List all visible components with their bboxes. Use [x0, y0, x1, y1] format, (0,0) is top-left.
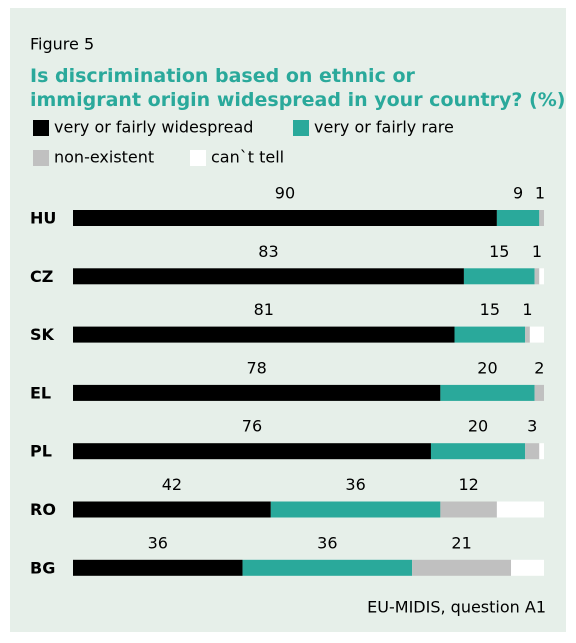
data-label: 81 — [254, 300, 274, 319]
legend-swatch — [293, 120, 309, 136]
bar-segment — [539, 268, 544, 285]
legend-swatch — [33, 150, 49, 166]
data-label: 3 — [527, 417, 537, 436]
bar-segment — [454, 326, 526, 343]
data-label: 42 — [162, 475, 182, 494]
data-label: 1 — [532, 242, 542, 261]
bar-segment — [412, 559, 512, 576]
bar-segment — [440, 501, 497, 518]
data-label: 15 — [480, 300, 500, 319]
data-label: 83 — [258, 242, 278, 261]
bar-segment — [73, 559, 243, 576]
bar-segment — [73, 268, 464, 285]
bar-segment — [539, 443, 544, 460]
bar-segment — [270, 501, 441, 518]
data-label: 78 — [247, 358, 267, 377]
data-label: 1 — [522, 300, 532, 319]
data-label: 1 — [535, 184, 545, 203]
data-label: 90 — [275, 184, 295, 203]
data-label: 20 — [477, 358, 497, 377]
figure-label: Figure 5 — [30, 35, 94, 54]
category-label: BG — [30, 558, 55, 577]
bar-segment — [496, 210, 540, 226]
data-label: 36 — [317, 533, 337, 552]
category-label: SK — [30, 325, 55, 344]
data-label: 36 — [345, 475, 365, 494]
category-label: CZ — [30, 267, 53, 286]
category-label: RO — [30, 500, 56, 519]
legend-swatch — [190, 150, 206, 166]
bar-segment — [430, 443, 526, 460]
bar-segment — [534, 384, 544, 401]
bar-segment — [496, 501, 544, 518]
bar-segment — [73, 384, 441, 401]
legend-label: non-existent — [54, 148, 154, 167]
bar-segment — [73, 210, 497, 226]
bar-segment — [242, 559, 413, 576]
bar-segment — [73, 326, 455, 343]
bar-segment — [525, 443, 540, 460]
source: EU-MIDIS, question A1 — [367, 598, 546, 617]
bar-segment — [511, 559, 544, 576]
data-label: 76 — [242, 417, 262, 436]
category-label: EL — [30, 383, 51, 402]
bar-segment — [73, 443, 431, 460]
bar-segment — [534, 268, 540, 285]
legend-label: very or fairly widespread — [54, 118, 253, 137]
data-label: 21 — [451, 533, 471, 552]
data-label: 15 — [489, 242, 509, 261]
bar-segment — [525, 326, 530, 343]
data-label: 12 — [458, 475, 478, 494]
category-label: HU — [30, 209, 56, 228]
chart-title: Is discrimination based on ethnic or immi… — [30, 65, 565, 111]
bar-segment — [440, 384, 535, 401]
legend-label: can`t tell — [211, 148, 284, 167]
panel — [10, 8, 566, 632]
bar-segment — [529, 326, 544, 343]
legend-label: very or fairly rare — [314, 118, 454, 137]
data-label: 2 — [534, 358, 544, 377]
bar-segment — [73, 501, 271, 518]
category-label: PL — [30, 442, 52, 461]
data-label: 36 — [148, 533, 168, 552]
data-label: 20 — [468, 417, 488, 436]
bar-segment — [539, 210, 544, 226]
data-label: 9 — [513, 184, 523, 203]
legend-swatch — [33, 120, 49, 136]
bar-segment — [463, 268, 535, 285]
